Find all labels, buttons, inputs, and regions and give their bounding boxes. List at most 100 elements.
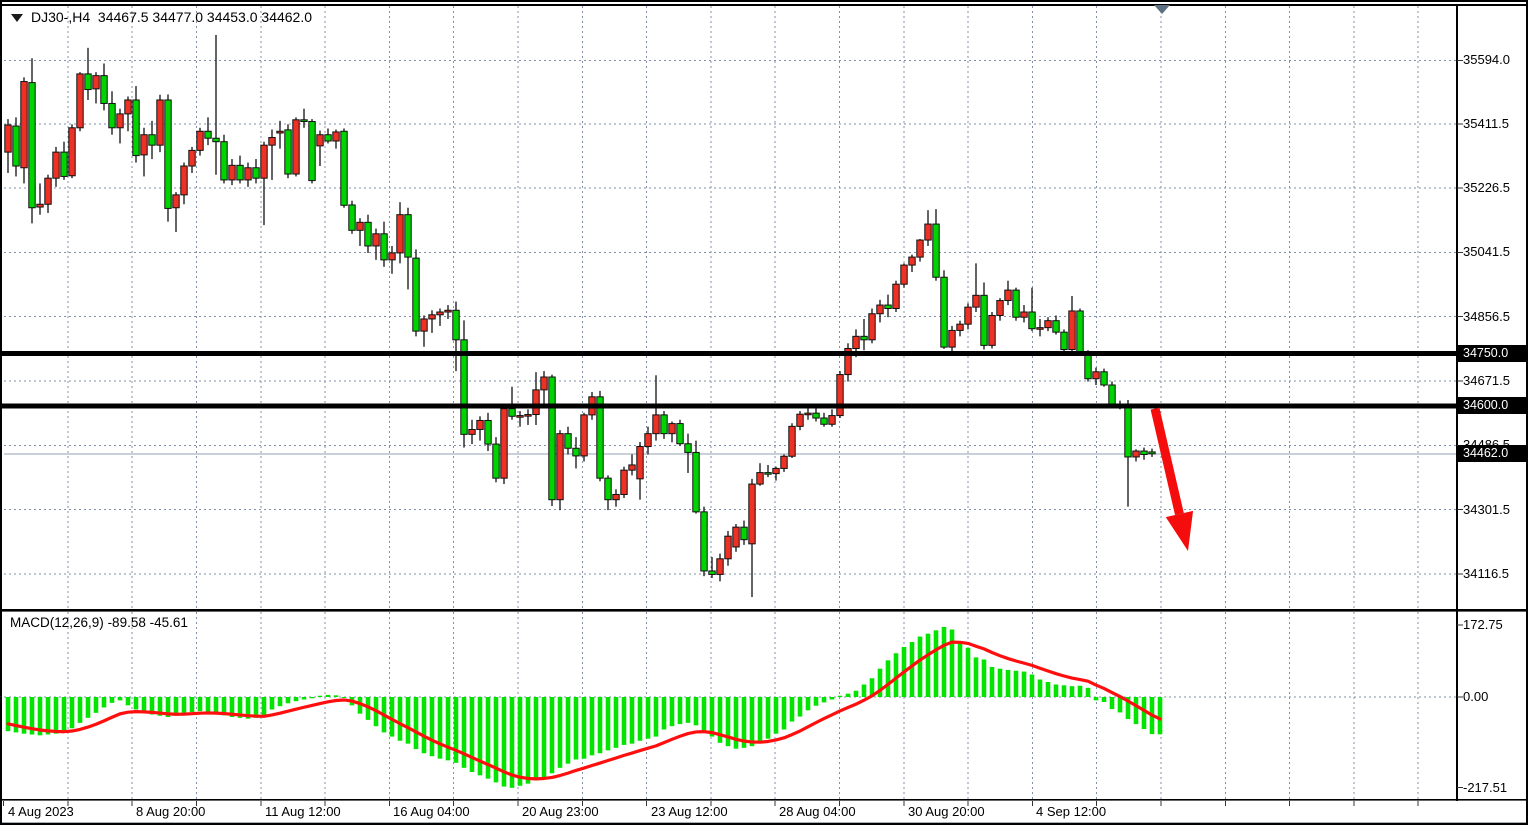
candle-body bbox=[1076, 310, 1084, 354]
candle-body bbox=[4, 124, 12, 153]
candle-body bbox=[1004, 289, 1012, 302]
macd-histogram-bar bbox=[509, 697, 515, 788]
candle-body bbox=[940, 276, 948, 348]
candle-body bbox=[340, 130, 348, 206]
candle-body bbox=[692, 451, 700, 513]
candle-body bbox=[788, 425, 796, 457]
macd-histogram-bar bbox=[53, 697, 59, 734]
macd-axis-label: 172.75 bbox=[1463, 617, 1503, 632]
macd-histogram-bar bbox=[653, 697, 659, 737]
macd-histogram-bar bbox=[253, 697, 259, 718]
time-axis-label: 8 Aug 20:00 bbox=[136, 804, 206, 819]
pane-separator bbox=[2, 609, 1526, 612]
candle-body bbox=[572, 447, 580, 457]
macd-histogram-bar bbox=[397, 697, 403, 741]
macd-histogram-bar bbox=[805, 697, 811, 711]
candle-body bbox=[92, 75, 100, 90]
candle-body bbox=[76, 73, 84, 129]
candle-body bbox=[100, 75, 108, 104]
macd-histogram-bar bbox=[909, 642, 915, 697]
trend-arrow-head[interactable] bbox=[1165, 510, 1194, 551]
candle-body bbox=[244, 167, 252, 181]
macd-axis-label: 0.00 bbox=[1463, 689, 1489, 704]
candle-body bbox=[436, 311, 444, 316]
candle-body bbox=[908, 256, 916, 266]
macd-histogram-bar bbox=[933, 630, 939, 697]
candle-body bbox=[804, 412, 812, 416]
macd-histogram-bar bbox=[861, 684, 867, 697]
candle-body bbox=[1092, 371, 1100, 380]
macd-histogram-bar bbox=[821, 697, 827, 703]
candle-body bbox=[236, 164, 244, 181]
macd-histogram-bar bbox=[709, 697, 715, 737]
title-spacer bbox=[90, 9, 98, 25]
macd-name: MACD(12,26,9) bbox=[10, 615, 104, 630]
trend-arrow-shaft[interactable] bbox=[1150, 407, 1184, 515]
macd-histogram-bar bbox=[661, 697, 667, 730]
candle-body bbox=[1140, 450, 1148, 456]
macd-histogram-bar bbox=[629, 697, 635, 744]
macd-histogram-bar bbox=[797, 697, 803, 717]
candle-body bbox=[164, 99, 172, 209]
macd-histogram-bar bbox=[1157, 697, 1163, 735]
macd-histogram-bar bbox=[1117, 697, 1123, 713]
candle-body bbox=[308, 121, 316, 182]
chart-shift-marker-icon[interactable] bbox=[1154, 5, 1170, 14]
macd-histogram-bar bbox=[405, 697, 411, 744]
macd-histogram-bar bbox=[117, 697, 123, 701]
macd-bottom-border bbox=[2, 799, 1526, 801]
macd-histogram-bar bbox=[445, 697, 451, 761]
macd-histogram-bar bbox=[21, 697, 27, 734]
candle-body bbox=[924, 223, 932, 241]
macd-histogram-bar bbox=[261, 697, 267, 717]
macd-histogram-bar bbox=[317, 695, 323, 697]
candle-body bbox=[1044, 320, 1052, 329]
candle-body bbox=[1060, 331, 1068, 351]
macd-histogram-bar bbox=[925, 633, 931, 697]
macd-histogram-bar bbox=[221, 697, 227, 716]
candle-body bbox=[868, 313, 876, 341]
candle-body bbox=[532, 389, 540, 416]
macd-histogram-bar bbox=[605, 697, 611, 751]
macd-histogram-bar bbox=[357, 697, 363, 714]
candle-body bbox=[604, 477, 612, 501]
candle-body bbox=[36, 203, 44, 208]
macd-histogram-bar bbox=[301, 697, 307, 700]
candle-body bbox=[116, 113, 124, 129]
candle-body bbox=[348, 204, 356, 231]
candle-body bbox=[836, 374, 844, 417]
candle-body bbox=[540, 376, 548, 391]
candle-body bbox=[780, 455, 788, 469]
candle-body bbox=[884, 304, 892, 310]
candle-body bbox=[876, 304, 884, 315]
macd-histogram-bar bbox=[493, 697, 499, 783]
macd-histogram-bar bbox=[701, 697, 707, 731]
macd-histogram-bar bbox=[517, 697, 523, 786]
candle-body bbox=[612, 493, 620, 501]
price-axis-label: 34671.5 bbox=[1463, 373, 1510, 388]
macd-histogram-bar bbox=[237, 697, 243, 718]
macd-histogram-bar bbox=[1061, 685, 1067, 697]
candle-body bbox=[1124, 405, 1132, 458]
macd-histogram-bar bbox=[325, 694, 331, 697]
candle-body bbox=[188, 149, 196, 167]
macd-histogram-bar bbox=[149, 697, 155, 715]
candle-body bbox=[916, 239, 924, 258]
candle-body bbox=[404, 214, 412, 258]
macd-histogram-bar bbox=[477, 697, 483, 776]
price-badge: 34600.0 bbox=[1458, 397, 1526, 415]
candle-body bbox=[860, 335, 868, 341]
macd-histogram-bar bbox=[829, 697, 835, 700]
candle-body bbox=[948, 329, 956, 348]
candle-body bbox=[492, 443, 500, 479]
macd-histogram-bar bbox=[157, 697, 163, 716]
candle-body bbox=[580, 414, 588, 457]
macd-histogram-bar bbox=[645, 697, 651, 739]
candle-body bbox=[68, 127, 76, 177]
candle-body bbox=[428, 314, 436, 320]
collapse-triangle-icon[interactable] bbox=[11, 14, 23, 22]
candle-body bbox=[148, 134, 156, 146]
macd-histogram-bar bbox=[453, 697, 459, 763]
candle-body bbox=[180, 165, 188, 196]
